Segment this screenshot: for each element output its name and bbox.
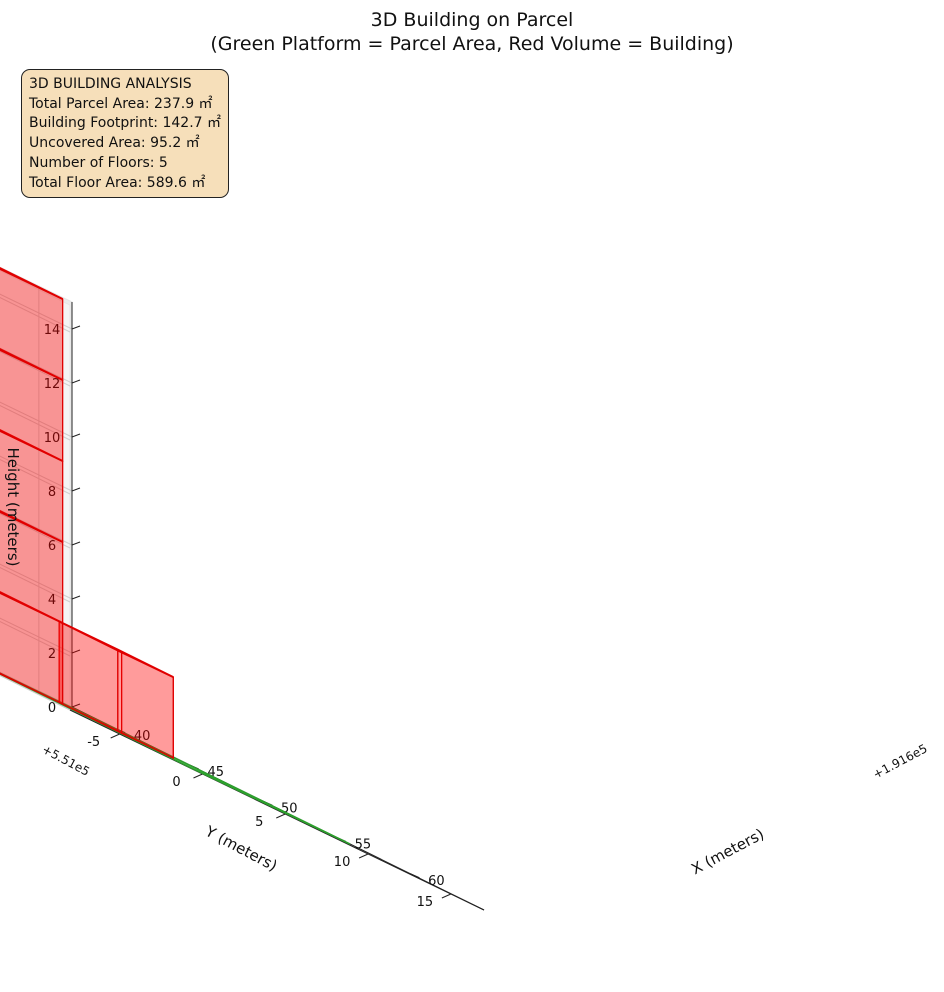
z-grid-right	[0, 674, 71, 711]
z-axis-label: Height (meters)	[4, 448, 22, 567]
z-tick	[71, 649, 81, 654]
z-tick	[71, 487, 81, 492]
z-tick	[71, 379, 81, 384]
main-floor-3-side-face	[0, 429, 64, 543]
z-grid-left	[0, 671, 73, 708]
x-tick-label: 55	[355, 838, 372, 853]
axis-panes	[0, 266, 485, 911]
info-line-floors: Number of Floors: 5	[29, 154, 168, 171]
info-line-uncovered: Uncovered Area: 95.2 ㎡	[29, 135, 200, 152]
z-grid-right	[0, 350, 71, 387]
y-axis-offset: +5.51e5	[40, 742, 92, 779]
plot-marks	[0, 267, 351, 845]
y-tick-label: 15	[417, 895, 434, 910]
y-tick-label: 5	[255, 815, 263, 830]
z-tick-label: 2	[48, 647, 56, 662]
y-tick	[358, 853, 369, 859]
z-tick-label: 4	[48, 593, 56, 608]
z-grid-right	[0, 296, 71, 333]
main-floor-1-side-face	[0, 591, 64, 705]
z-grid-right	[0, 512, 71, 549]
chart-subtitle: (Green Platform = Parcel Area, Red Volum…	[210, 33, 733, 55]
x-axis-offset: +1.916e5	[871, 741, 930, 781]
x-tick	[410, 873, 420, 879]
z-grid-right	[0, 566, 71, 603]
z-tick-label: 8	[48, 485, 56, 500]
z-tick	[71, 595, 81, 600]
x-axis-label: X (meters)	[688, 825, 767, 878]
x-tick-label: 60	[428, 874, 445, 889]
tick-marks	[71, 325, 452, 899]
z-grid-right	[0, 404, 71, 441]
analysis-info-box: 3D BUILDING ANALYSIS Total Parcel Area: …	[21, 69, 229, 198]
y-tick	[441, 893, 452, 899]
y-tick-label: -5	[87, 735, 100, 750]
z-grid-left	[0, 563, 73, 600]
z-grid-left	[0, 455, 73, 492]
wing-floor-1-side-face	[117, 648, 174, 760]
z-tick	[71, 703, 81, 708]
chart-title: 3D Building on Parcel	[371, 9, 574, 31]
z-tick-label: 12	[44, 377, 61, 392]
axis-lines	[69, 302, 485, 911]
info-box-title: 3D BUILDING ANALYSIS	[29, 76, 192, 92]
z-grid-left	[0, 293, 73, 330]
main-floor-5-side-face	[0, 267, 64, 381]
z-grid-right	[0, 620, 71, 657]
info-line-floor-area: Total Floor Area: 589.6 ㎡	[29, 174, 206, 191]
z-tick	[71, 433, 81, 438]
info-line-footprint: Building Footprint: 142.7 ㎡	[29, 115, 222, 132]
y-tick-label: 0	[172, 775, 180, 790]
y-tick-label: 10	[334, 855, 351, 870]
z-tick	[71, 325, 81, 330]
z-tick-label: 10	[44, 431, 61, 446]
z-tick	[71, 541, 81, 546]
z-grid-left	[0, 401, 73, 438]
x-axis-line	[69, 709, 485, 911]
y-tick	[193, 773, 203, 779]
y-tick	[110, 733, 120, 739]
wing-floor-1-side-face	[58, 620, 119, 732]
info-line-parcel-area: Total Parcel Area: 237.9 ㎡	[29, 95, 213, 112]
main-floor-2-side-face	[0, 510, 64, 624]
z-tick-label: 14	[44, 323, 61, 338]
main-floor-5-top-face	[0, 267, 64, 300]
z-grid-left	[0, 617, 73, 654]
z-tick-label: 0	[48, 701, 56, 716]
z-tick-label: 6	[48, 539, 56, 554]
y-axis-label: Y (meters)	[202, 822, 281, 875]
wing-floor-1-top-face	[58, 620, 174, 679]
y-tick	[276, 813, 286, 819]
main-floor-4-side-face	[0, 348, 64, 462]
z-grid-right	[0, 458, 71, 495]
